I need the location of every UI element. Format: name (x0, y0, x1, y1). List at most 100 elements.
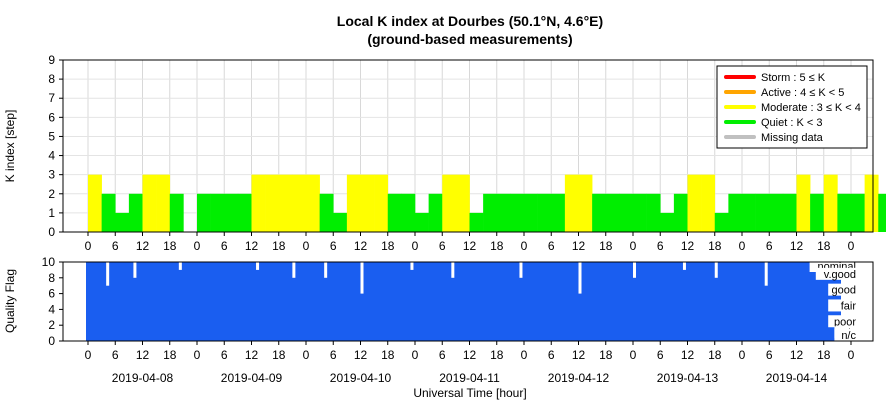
date-label: 2019-04-12 (548, 371, 610, 385)
k-xtick-label: 12 (245, 239, 259, 253)
k-bar (660, 212, 675, 232)
k-xtick-label: 18 (490, 239, 504, 253)
k-bar (401, 193, 416, 232)
k-bar (619, 193, 634, 232)
k-bar (142, 174, 157, 232)
k-bar (387, 193, 402, 232)
quality-level-label: good (832, 285, 856, 297)
k-bar (346, 174, 361, 232)
k-ytick-label: 0 (48, 225, 55, 239)
quality-level-bg (815, 267, 857, 280)
legend-label: Storm : 5 ≤ K (761, 72, 826, 84)
q-xtick-label: 6 (112, 348, 119, 362)
k-bar (306, 174, 320, 232)
k-bar (455, 174, 470, 232)
k-bar (551, 193, 566, 232)
q-xtick-label: 6 (548, 348, 555, 362)
quality-dip (764, 262, 768, 286)
quality-bars (86, 262, 886, 341)
quality-dip (256, 262, 260, 270)
k-bar (510, 193, 525, 232)
k-bar (878, 193, 886, 232)
k-ytick-label: 1 (48, 206, 55, 220)
k-x-ticks: 0 6 12 18 0 6 12 18 0 6 12 18 0 6 12 18 0 6 12 18 0 6 12 18 0 6 12… (85, 232, 855, 253)
date-label: 2019-04-09 (221, 371, 283, 385)
legend-label: Quiet : K < 3 (761, 117, 822, 129)
k-bar (701, 174, 716, 232)
k-bar (524, 193, 538, 232)
quality-level-bg (828, 283, 857, 296)
q-ytick-label: 2 (48, 318, 55, 332)
quality-dip (178, 262, 182, 270)
k-bar (851, 193, 865, 232)
k-bar (646, 193, 661, 232)
k-xtick-label: 18 (708, 239, 722, 253)
k-xtick-label: 6 (548, 239, 555, 253)
k-ytick-label: 2 (48, 187, 55, 201)
q-xtick-label: 0 (412, 348, 419, 362)
k-bar (415, 212, 429, 232)
quality-level-label: poor (834, 316, 856, 328)
k-xtick-label: 0 (194, 239, 201, 253)
k-xtick-label: 0 (412, 239, 419, 253)
k-xtick-label: 18 (817, 239, 831, 253)
k-bar (864, 174, 879, 232)
q-xtick-label: 0 (848, 348, 855, 362)
q-ytick-label: 6 (48, 287, 55, 301)
k-bar (442, 174, 457, 232)
k-xtick-label: 12 (572, 239, 586, 253)
k-ytick-label: 4 (48, 149, 55, 163)
q-xtick-label: 12 (245, 348, 259, 362)
k-xtick-label: 12 (463, 239, 477, 253)
k-bar (755, 193, 770, 232)
k-bar (687, 174, 702, 232)
quality-level-bg (828, 315, 857, 328)
date-label: 2019-04-11 (439, 371, 500, 385)
q-xtick-label: 6 (766, 348, 773, 362)
legend-label: Moderate : 3 ≤ K < 4 (761, 102, 861, 114)
k-bar (714, 212, 729, 232)
k-xtick-label: 12 (681, 239, 695, 253)
legend-label: Missing data (761, 132, 824, 144)
k-bar (496, 193, 511, 232)
k-xtick-label: 12 (136, 239, 150, 253)
k-bar (197, 193, 211, 232)
quality-area (86, 262, 841, 341)
q-ytick-label: 0 (48, 334, 55, 348)
q-ytick-label: 4 (48, 302, 55, 316)
q-xtick-label: 12 (354, 348, 368, 362)
q-xtick-label: 12 (463, 348, 477, 362)
quality-dip (633, 262, 636, 278)
k-bar (728, 193, 743, 232)
k-bar (605, 193, 620, 232)
k-bar (278, 174, 293, 232)
k-bar (469, 212, 484, 232)
k-bar (88, 174, 102, 232)
q-xtick-label: 0 (521, 348, 528, 362)
k-xtick-label: 18 (163, 239, 177, 253)
q-x-ticks: 0 6 12 18 0 6 12 18 0 6 12 18 0 6 12 18 0 6 12 18 0 6 12 18 0 6 12… (85, 341, 855, 362)
k-bar (633, 193, 647, 232)
legend-label: Active : 4 ≤ K < 5 (761, 87, 844, 99)
k-bar (128, 193, 143, 232)
quality-dip (106, 262, 110, 286)
q-xtick-label: 6 (330, 348, 337, 362)
date-label: 2019-04-14 (766, 371, 828, 385)
quality-level-bg (834, 329, 857, 341)
k-bar (265, 174, 280, 232)
k-xtick-label: 18 (381, 239, 395, 253)
q-xtick-label: 18 (490, 348, 504, 362)
k-ytick-label: 8 (48, 72, 55, 86)
k-xtick-label: 0 (848, 239, 855, 253)
q-xtick-label: 12 (136, 348, 150, 362)
k-xtick-label: 6 (330, 239, 337, 253)
k-index-bars (88, 174, 886, 232)
k-bar (578, 174, 593, 232)
k-xtick-label: 18 (272, 239, 286, 253)
k-xtick-label: 6 (766, 239, 773, 253)
k-panel-frame (62, 59, 874, 233)
quality-level-bg (828, 299, 857, 312)
k-bar (592, 193, 607, 232)
q-xtick-label: 0 (739, 348, 746, 362)
